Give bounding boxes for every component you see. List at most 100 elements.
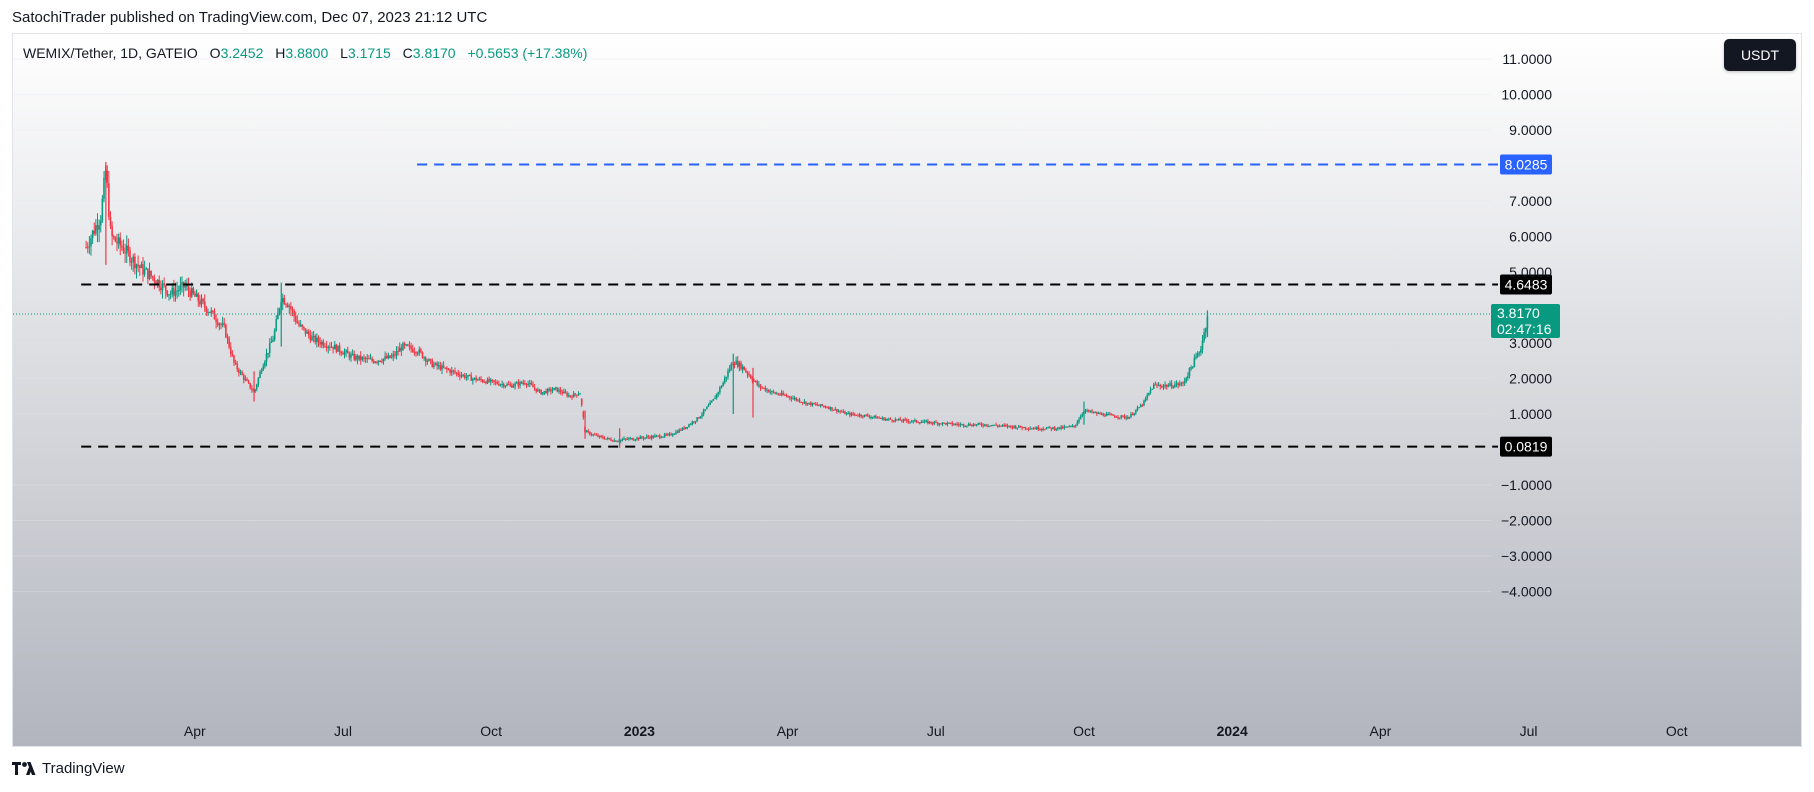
- candle-body: [779, 394, 781, 396]
- candle-body: [1031, 428, 1033, 430]
- candle-body: [1021, 427, 1023, 429]
- candle-body: [678, 429, 681, 433]
- candle-body: [1050, 427, 1053, 430]
- candle-body: [1144, 398, 1147, 401]
- candle-body: [216, 322, 219, 326]
- candlestick-chart[interactable]: 8.0285 4.6483 0.0819 11.0000 10.0000 9.0000 7.…: [13, 34, 1801, 746]
- candle-body: [613, 440, 616, 442]
- candle-body: [101, 198, 104, 221]
- candle-body: [132, 256, 135, 262]
- candle-body: [426, 360, 429, 362]
- candle-body: [813, 402, 815, 405]
- candle-body: [174, 290, 177, 296]
- candle-body: [166, 290, 169, 296]
- candle-body: [946, 422, 949, 425]
- candle-body: [569, 395, 572, 397]
- candle-body: [434, 363, 437, 365]
- candle-body: [96, 225, 99, 230]
- candle-body: [918, 422, 921, 424]
- candle-body: [267, 352, 269, 354]
- symbol-label[interactable]: WEMIX/Tether, 1D, GATEIO: [23, 45, 198, 61]
- candle-body: [935, 421, 937, 423]
- candle-body: [641, 436, 643, 438]
- candle-body: [325, 346, 328, 348]
- candle-body: [629, 438, 632, 440]
- candle-body: [933, 421, 936, 424]
- chart-panel[interactable]: 8.0285 4.6483 0.0819 11.0000 10.0000 9.0000 7.…: [12, 33, 1802, 747]
- candle-body: [1143, 400, 1145, 406]
- candle-body: [103, 177, 105, 199]
- candle-body: [1027, 428, 1030, 430]
- level-price-label[interactable]: 4.6483: [1500, 274, 1552, 295]
- candle-body: [694, 421, 697, 423]
- candle-body: [655, 435, 658, 437]
- candle-body: [959, 424, 962, 426]
- candle-body: [899, 418, 902, 421]
- candle-body: [1161, 386, 1163, 388]
- candle-body: [782, 392, 785, 395]
- candle-body: [720, 386, 723, 388]
- candle-body: [649, 437, 651, 439]
- candle-body: [493, 380, 495, 382]
- candle-body: [533, 387, 536, 389]
- level-price-label[interactable]: 8.0285: [1500, 154, 1552, 175]
- candle-body: [538, 389, 541, 391]
- candle-body: [603, 438, 606, 440]
- countdown-value: 02:47:16: [1497, 321, 1552, 337]
- candle-body: [1113, 415, 1116, 417]
- y-axis-tick-label: −4.0000: [1501, 584, 1552, 600]
- candle-body: [93, 230, 96, 234]
- candle-body: [1087, 410, 1090, 412]
- candle-body: [879, 418, 882, 420]
- currency-button[interactable]: USDT: [1724, 39, 1796, 71]
- candle-body: [444, 367, 447, 369]
- level-price-label[interactable]: 0.0819: [1500, 436, 1552, 457]
- footer-branding[interactable]: TradingView: [12, 760, 125, 777]
- candle-body: [925, 420, 928, 422]
- candle-body: [546, 389, 549, 394]
- candle-body: [411, 348, 414, 352]
- candle-body: [192, 288, 195, 294]
- level-label-text: 0.0819: [1505, 439, 1548, 455]
- candle-body: [494, 381, 497, 383]
- candle-body: [1180, 382, 1183, 385]
- candle-body: [714, 398, 716, 400]
- candle-body: [403, 343, 406, 346]
- candle-body: [135, 264, 138, 269]
- candle-body: [888, 418, 890, 420]
- chart-background: [13, 34, 1801, 746]
- candle-body: [681, 427, 684, 431]
- candle-body: [436, 363, 438, 367]
- candle-body: [1086, 410, 1088, 412]
- level-label-text: 8.0285: [1505, 156, 1548, 172]
- candle-body: [927, 420, 929, 424]
- candle-body: [840, 411, 843, 413]
- candle-body: [303, 326, 305, 329]
- candle-body: [1063, 426, 1066, 429]
- candle-body: [857, 415, 859, 417]
- candle-body: [179, 285, 182, 291]
- candle-body: [428, 359, 430, 361]
- candle-body: [665, 434, 668, 436]
- candle-body: [1110, 414, 1113, 416]
- candle-body: [535, 388, 538, 392]
- candle-body: [977, 423, 980, 425]
- candle-body: [281, 297, 284, 303]
- candle-body: [593, 434, 596, 436]
- candle-body: [288, 306, 291, 308]
- candle-body: [489, 379, 492, 382]
- candle-body: [194, 293, 196, 297]
- tradingview-logo-icon: [12, 761, 36, 775]
- candle-body: [1029, 428, 1032, 430]
- y-axis-tick-label: 11.0000: [1502, 51, 1552, 67]
- candle-body: [418, 349, 421, 354]
- candle-body: [1200, 349, 1202, 353]
- candle-body: [1001, 424, 1004, 426]
- candle-body: [1175, 383, 1178, 385]
- candle-body: [316, 337, 318, 343]
- candle-body: [743, 366, 746, 371]
- candle-body: [190, 288, 193, 297]
- candle-body: [124, 252, 126, 254]
- candle-body: [358, 355, 360, 360]
